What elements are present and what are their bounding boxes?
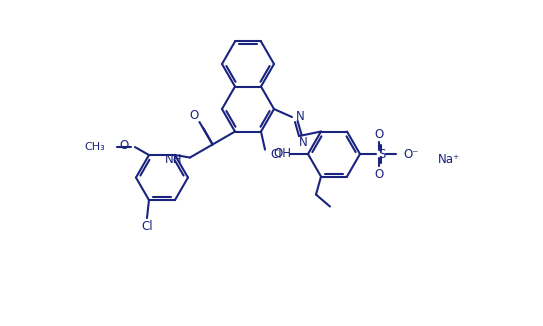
Text: O: O	[374, 168, 383, 181]
Text: OH: OH	[273, 147, 291, 160]
Text: NH: NH	[165, 153, 182, 166]
Text: O: O	[119, 139, 129, 152]
Text: O⁻: O⁻	[403, 148, 419, 160]
Text: S: S	[378, 148, 386, 160]
Text: N: N	[296, 110, 305, 123]
Text: Cl: Cl	[270, 148, 282, 160]
Text: O: O	[374, 127, 383, 141]
Text: Cl: Cl	[141, 220, 153, 232]
Text: CH₃: CH₃	[84, 142, 105, 152]
Text: N: N	[299, 136, 308, 149]
Text: Na⁺: Na⁺	[438, 153, 460, 166]
Text: O: O	[190, 109, 199, 122]
